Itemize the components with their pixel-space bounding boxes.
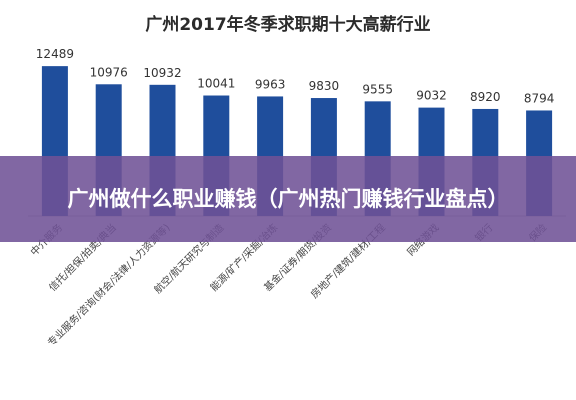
data-label: 10041 <box>197 77 235 91</box>
chart-title: 广州2017年冬季求职期十大高薪行业 <box>145 15 431 35</box>
headline-banner: 广州做什么职业赚钱（广州热门赚钱行业盘点） <box>0 156 576 242</box>
data-label: 10976 <box>90 65 128 79</box>
data-label: 9555 <box>362 82 393 96</box>
data-label: 8794 <box>524 91 555 105</box>
data-label: 9032 <box>416 89 447 103</box>
data-label: 8920 <box>470 90 501 104</box>
data-label: 9963 <box>255 77 286 91</box>
data-label: 12489 <box>36 47 74 61</box>
data-label: 10932 <box>143 66 181 80</box>
headline-text: 广州做什么职业赚钱（广州热门赚钱行业盘点） <box>67 187 509 211</box>
data-label: 9830 <box>309 79 340 93</box>
